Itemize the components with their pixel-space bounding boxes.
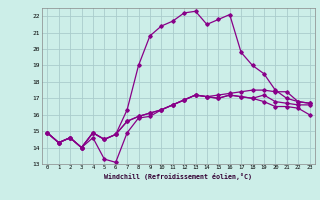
X-axis label: Windchill (Refroidissement éolien,°C): Windchill (Refroidissement éolien,°C) (104, 173, 252, 180)
